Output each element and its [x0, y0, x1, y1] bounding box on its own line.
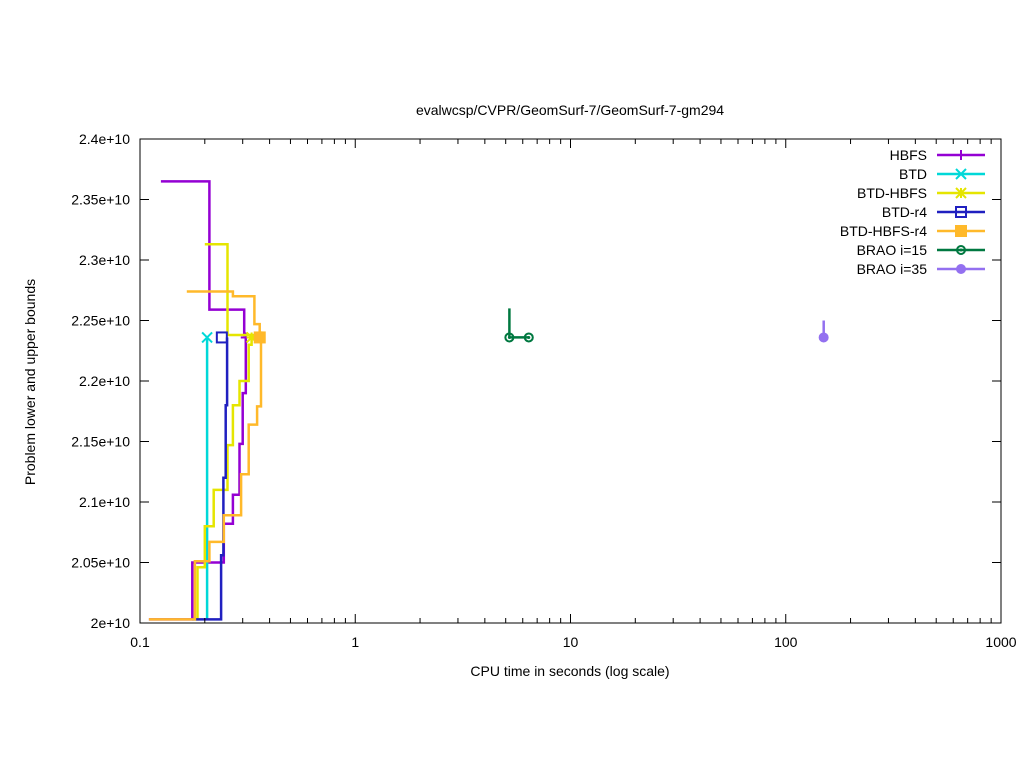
chart-title: evalwcsp/CVPR/GeomSurf-7/GeomSurf-7-gm29… [416, 102, 724, 118]
legend-marker-shape [956, 245, 966, 255]
data-point [523, 332, 534, 343]
data-point-shape [504, 332, 515, 343]
legend-item: BTD [899, 166, 985, 182]
x-tick-label: 100 [774, 634, 798, 650]
y-tick-label: 2.25e+10 [71, 313, 130, 329]
legend-label: BTD-HBFS-r4 [840, 223, 927, 239]
data-point-dot [507, 335, 511, 339]
legend-label: BRAO i=35 [857, 261, 928, 277]
series-btd-r4 [192, 331, 229, 621]
data-point [504, 332, 515, 343]
legend-marker-shape [955, 206, 967, 218]
x-axis: 0.1 1 10 100 1000 [130, 139, 1017, 650]
y-tick-label: 2.15e+10 [71, 434, 130, 450]
legend-label: HBFS [890, 147, 927, 163]
x-tick-label: 1000 [985, 634, 1016, 650]
y-tick-label: 2.3e+10 [79, 252, 130, 268]
plot-area [139, 138, 1002, 624]
y-axis-label: Problem lower and upper bounds [22, 279, 38, 485]
legend-item: BTD-HBFS [857, 185, 985, 201]
y-axis: 2e+10 2.05e+10 2.1e+10 2.15e+10 2.2e+10 2.25e… [71, 131, 1001, 631]
series-lower-line [194, 337, 253, 621]
series-btd [201, 331, 213, 620]
legend-marker-shape [956, 264, 966, 274]
data-point [818, 332, 829, 343]
series-hbfs [148, 180, 251, 621]
legend-marker-shape [956, 150, 966, 160]
legend-item: BTD-r4 [882, 204, 985, 220]
legend-marker [955, 225, 967, 237]
legend-label: BTD-HBFS [857, 185, 927, 201]
legend-item: HBFS [890, 147, 985, 163]
legend-marker-shape [955, 225, 967, 237]
legend-marker [956, 245, 966, 255]
legend: HBFS BTD BTD-HBFS BTD-r4 BTD-HBFS-r4 BRAO i=1… [840, 147, 985, 277]
series-upper-line [204, 243, 258, 337]
legend-marker-shape [955, 168, 967, 180]
y-tick-label: 2e+10 [91, 615, 131, 631]
series-lower-line [148, 337, 248, 621]
legend-marker [955, 187, 967, 199]
final-point [253, 331, 266, 344]
y-tick-label: 2.4e+10 [79, 131, 130, 147]
x-tick-label: 10 [563, 634, 579, 650]
legend-marker [955, 168, 967, 180]
series-btd-hbfs [194, 243, 258, 621]
series-lower-line [192, 337, 229, 621]
legend-label: BRAO i=15 [857, 242, 928, 258]
series-layer [148, 180, 829, 621]
x-tick-label: 1 [351, 634, 359, 650]
legend-marker [955, 206, 967, 218]
final-point-shape [201, 331, 213, 344]
legend-item: BRAO i=15 [857, 242, 985, 258]
y-tick-label: 2.1e+10 [79, 494, 130, 510]
legend-item: BTD-HBFS-r4 [840, 223, 985, 239]
legend-label: BTD [899, 166, 927, 182]
legend-marker-dot [959, 248, 963, 252]
legend-label: BTD-r4 [882, 204, 927, 220]
final-point-shape [215, 331, 228, 344]
final-point [245, 331, 258, 344]
legend-marker [956, 150, 966, 160]
y-tick-label: 2.35e+10 [71, 192, 130, 208]
x-axis-label: CPU time in seconds (log scale) [470, 663, 669, 679]
series-lower-line [148, 337, 263, 621]
final-point-shape [253, 331, 266, 344]
series-brao-i-35 [818, 320, 829, 343]
final-point [215, 331, 228, 344]
legend-marker [956, 264, 966, 274]
data-point-shape [523, 332, 534, 343]
data-point-shape [818, 332, 829, 343]
data-point-dot [527, 335, 531, 339]
plot-frame [139, 138, 1002, 624]
final-point [201, 331, 213, 344]
legend-item: BRAO i=35 [857, 261, 985, 277]
x-tick-label: 0.1 [130, 634, 150, 650]
series-upper-line [186, 290, 263, 334]
legend-marker-shape [955, 187, 967, 199]
y-tick-label: 2.05e+10 [71, 555, 130, 571]
series-btd-hbfs-r4 [148, 290, 266, 621]
y-tick-label: 2.2e+10 [79, 373, 130, 389]
series-brao-i-15 [504, 308, 534, 343]
final-point-shape [245, 331, 258, 344]
series-upper-line [160, 180, 246, 337]
